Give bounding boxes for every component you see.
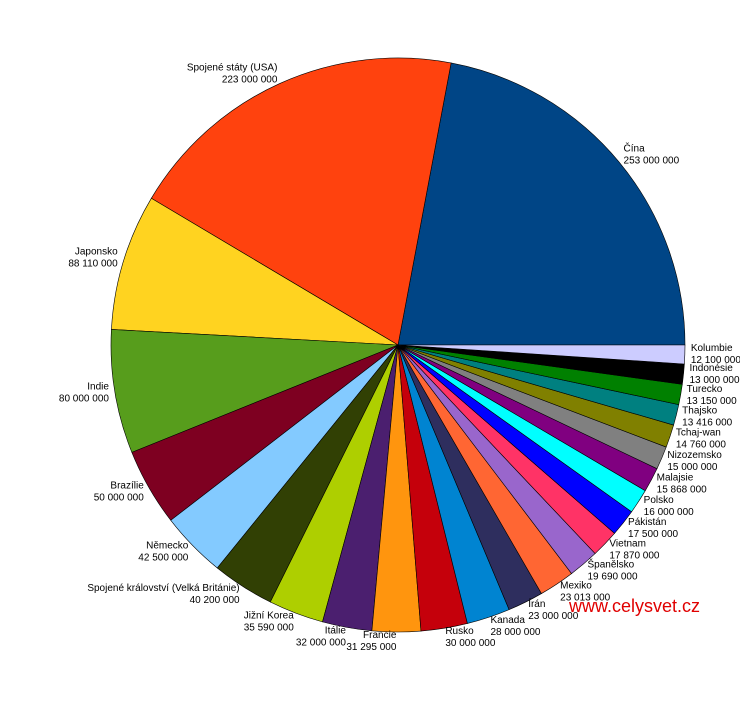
slice-value-label: 17 870 000 — [609, 551, 659, 562]
slice-label: Spojené království (Velká Británie) — [87, 583, 239, 594]
slice-label: Německo — [146, 540, 189, 551]
slice-value-label: 31 295 000 — [346, 642, 396, 653]
slice-label: Tchaj-wan — [676, 427, 721, 438]
pie-slice — [110, 329, 399, 453]
slice-label: Turecko — [687, 384, 723, 395]
slice-label: Brazílie — [110, 481, 144, 492]
slice-label: Mexiko — [560, 580, 592, 591]
slice-value-label: 32 000 000 — [296, 637, 346, 648]
slice-label: Malajsie — [657, 473, 694, 484]
slice-value-label: 35 590 000 — [244, 623, 294, 634]
slice-label: Španělsko — [587, 558, 634, 571]
pie-slice — [111, 197, 399, 346]
slice-value-label: 14 760 000 — [676, 439, 726, 450]
slice-label: Nizozemsko — [667, 450, 722, 461]
slice-label: Vietnam — [609, 539, 646, 550]
slice-value-label: 17 500 000 — [628, 529, 678, 540]
slice-value-label: 40 200 000 — [190, 595, 240, 606]
pie-slice — [397, 344, 686, 365]
slice-value-label: 23 000 000 — [528, 611, 578, 622]
slice-label: Jižní Korea — [244, 611, 294, 622]
slice-label: Polsko — [644, 495, 674, 506]
slice-value-label: 223 000 000 — [222, 74, 278, 85]
watermark: www.celysvet.cz — [568, 596, 700, 616]
slice-value-label: 253 000 000 — [624, 155, 680, 166]
slice-value-label: 42 500 000 — [138, 552, 188, 563]
pie-slice — [150, 57, 452, 346]
slice-label: Kolumbie — [691, 343, 733, 354]
slice-value-label: 16 000 000 — [644, 507, 694, 518]
slice-label: Indie — [87, 382, 109, 393]
slice-label: Pákistán — [628, 517, 666, 528]
slice-label: Írán — [528, 597, 545, 610]
pie-slice — [397, 62, 686, 346]
slice-value-label: 23 013 000 — [560, 592, 610, 603]
slice-value-label: 30 000 000 — [445, 638, 495, 649]
slice-label: Indonésie — [689, 363, 733, 374]
slice-label: Itálie — [325, 625, 347, 636]
slice-value-label: 15 868 000 — [657, 485, 707, 496]
slice-value-label: 80 000 000 — [59, 394, 109, 405]
slice-value-label: 13 150 000 — [687, 396, 737, 407]
slice-value-label: 50 000 000 — [94, 493, 144, 504]
slice-label: Kanada — [490, 615, 525, 626]
slice-value-label: 28 000 000 — [490, 627, 540, 638]
slice-value-label: 15 000 000 — [667, 462, 717, 473]
slice-value-label: 13 000 000 — [689, 375, 739, 386]
slice-label: Spojené státy (USA) — [187, 62, 278, 73]
slice-value-label: 19 690 000 — [587, 572, 637, 583]
slice-label: Francie — [363, 630, 397, 641]
slice-label: Čína — [624, 141, 646, 154]
slice-label: Rusko — [445, 626, 474, 637]
slice-label: Japonsko — [75, 247, 118, 258]
slice-value-label: 12 100 000 — [691, 355, 740, 366]
slice-label: Thajsko — [682, 405, 717, 416]
slice-value-label: 88 110 000 — [68, 259, 118, 270]
slice-value-label: 13 416 000 — [682, 417, 732, 428]
